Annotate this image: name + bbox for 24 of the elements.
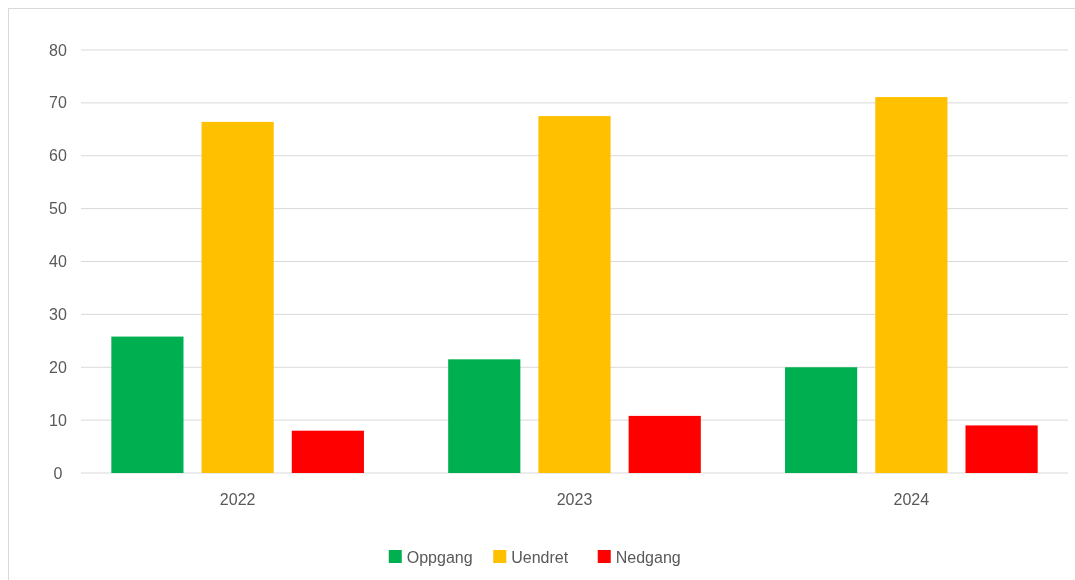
x-tick-label: 2023 (556, 491, 593, 508)
y-tick-label: 60 (49, 147, 67, 165)
x-tick-label: 2022 (219, 491, 256, 508)
y-tick-label: 30 (49, 305, 67, 323)
y-tick-label: 70 (49, 94, 67, 112)
y-tick-label: 10 (49, 411, 67, 429)
y-tick-label: 40 (49, 253, 67, 271)
y-tick-label: 20 (49, 358, 67, 376)
bar (875, 97, 948, 473)
bar (628, 415, 701, 473)
bar (291, 430, 364, 473)
bar (201, 121, 274, 473)
bar (965, 425, 1038, 473)
bar (448, 359, 521, 473)
legend-label: Nedgang (615, 548, 681, 566)
bar (111, 336, 184, 473)
y-tick-label: 80 (49, 41, 67, 59)
y-tick-label: 50 (49, 200, 67, 218)
legend-label: Uendret (511, 548, 569, 566)
legend-label: Oppgang (406, 548, 473, 566)
bar (785, 367, 858, 473)
y-tick-label: 0 (53, 464, 63, 482)
x-tick-label: 2024 (893, 491, 930, 508)
bar (538, 116, 611, 473)
